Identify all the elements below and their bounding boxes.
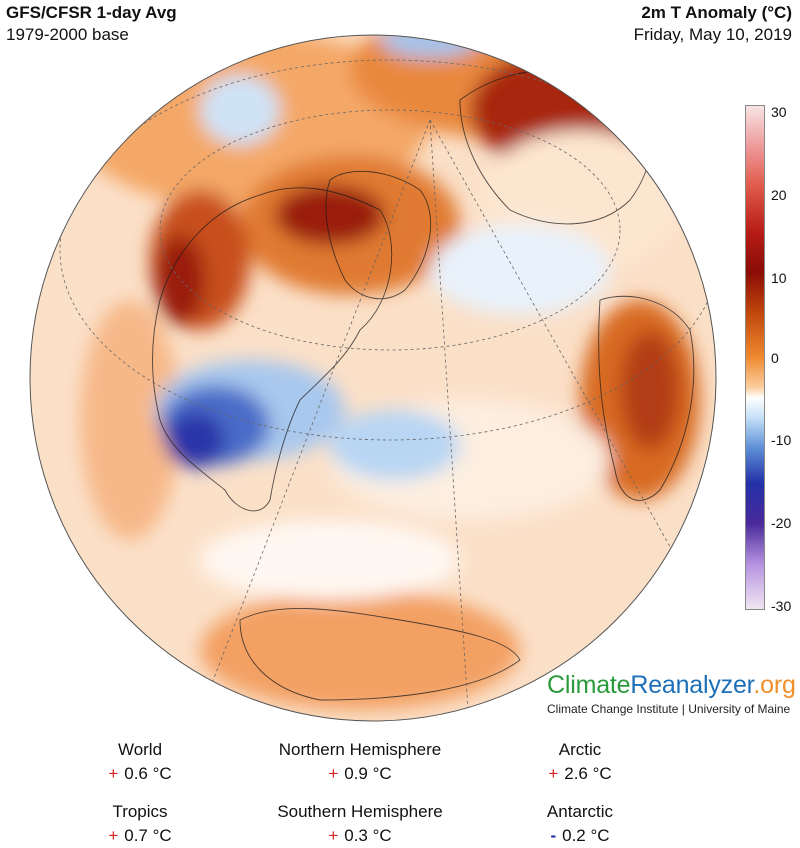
colorbar-tick: -30 bbox=[771, 598, 792, 614]
colorbar-tick: 10 bbox=[771, 270, 787, 286]
stat-region: Antarctic bbox=[546, 802, 614, 821]
stat-tropics: Tropics +0.7 °C bbox=[20, 800, 260, 848]
stat-region: Northern Hemisphere bbox=[278, 740, 442, 759]
graticule bbox=[59, 59, 716, 721]
stat-arctic: Arctic +2.6 °C bbox=[460, 738, 700, 786]
stat-sign: + bbox=[108, 764, 119, 783]
stat-value: 0.9 °C bbox=[344, 764, 392, 783]
colorbar-tick: 30 bbox=[771, 104, 787, 120]
colorbar-tick: 0 bbox=[771, 350, 779, 366]
climate-reanalyzer-logo[interactable]: ClimateReanalyzer.org bbox=[547, 671, 796, 700]
date-label: Friday, May 10, 2019 bbox=[633, 25, 792, 44]
stat-region: Southern Hemisphere bbox=[277, 802, 443, 821]
stat-value: 0.6 °C bbox=[124, 764, 172, 783]
model-title: GFS/CFSR 1-day Avg bbox=[6, 3, 177, 22]
stat-sign: + bbox=[548, 764, 559, 783]
stat-southern-hemisphere: Southern Hemisphere +0.3 °C bbox=[240, 800, 480, 848]
stat-value: 0.2 °C bbox=[562, 826, 610, 845]
stat-sign: + bbox=[328, 826, 339, 845]
colorbar-tick: -20 bbox=[771, 515, 792, 531]
stat-antarctic: Antarctic -0.2 °C bbox=[460, 800, 700, 848]
stat-region: Tropics bbox=[112, 802, 168, 821]
stat-value: 0.7 °C bbox=[124, 826, 172, 845]
stat-sign: - bbox=[550, 826, 557, 845]
logo-part-climate: Climate bbox=[547, 671, 631, 699]
header-right: 2m T Anomaly (°C) Friday, May 10, 2019 bbox=[634, 2, 792, 46]
stat-sign: + bbox=[108, 826, 119, 845]
anomaly-field bbox=[30, 35, 716, 721]
stat-value: 0.3 °C bbox=[344, 826, 392, 845]
credit-line: Climate Change Institute | University of… bbox=[547, 702, 791, 716]
stat-northern-hemisphere: Northern Hemisphere +0.9 °C bbox=[240, 738, 480, 786]
logo-part-org: .org bbox=[753, 671, 796, 699]
base-period: 1979-2000 base bbox=[6, 25, 129, 44]
colorbar-tick: 20 bbox=[771, 187, 787, 203]
stat-value: 2.6 °C bbox=[564, 764, 612, 783]
stat-region: World bbox=[117, 740, 163, 759]
variable-title: 2m T Anomaly (°C) bbox=[641, 3, 792, 22]
stat-world: World +0.6 °C bbox=[20, 738, 260, 786]
stat-region: Arctic bbox=[558, 740, 602, 759]
stat-sign: + bbox=[328, 764, 339, 783]
header-left: GFS/CFSR 1-day Avg 1979-2000 base bbox=[6, 2, 177, 46]
colorbar-tick: -10 bbox=[771, 432, 792, 448]
logo-part-reanalyzer: Reanalyzer bbox=[630, 671, 754, 699]
colorbar bbox=[745, 105, 765, 610]
